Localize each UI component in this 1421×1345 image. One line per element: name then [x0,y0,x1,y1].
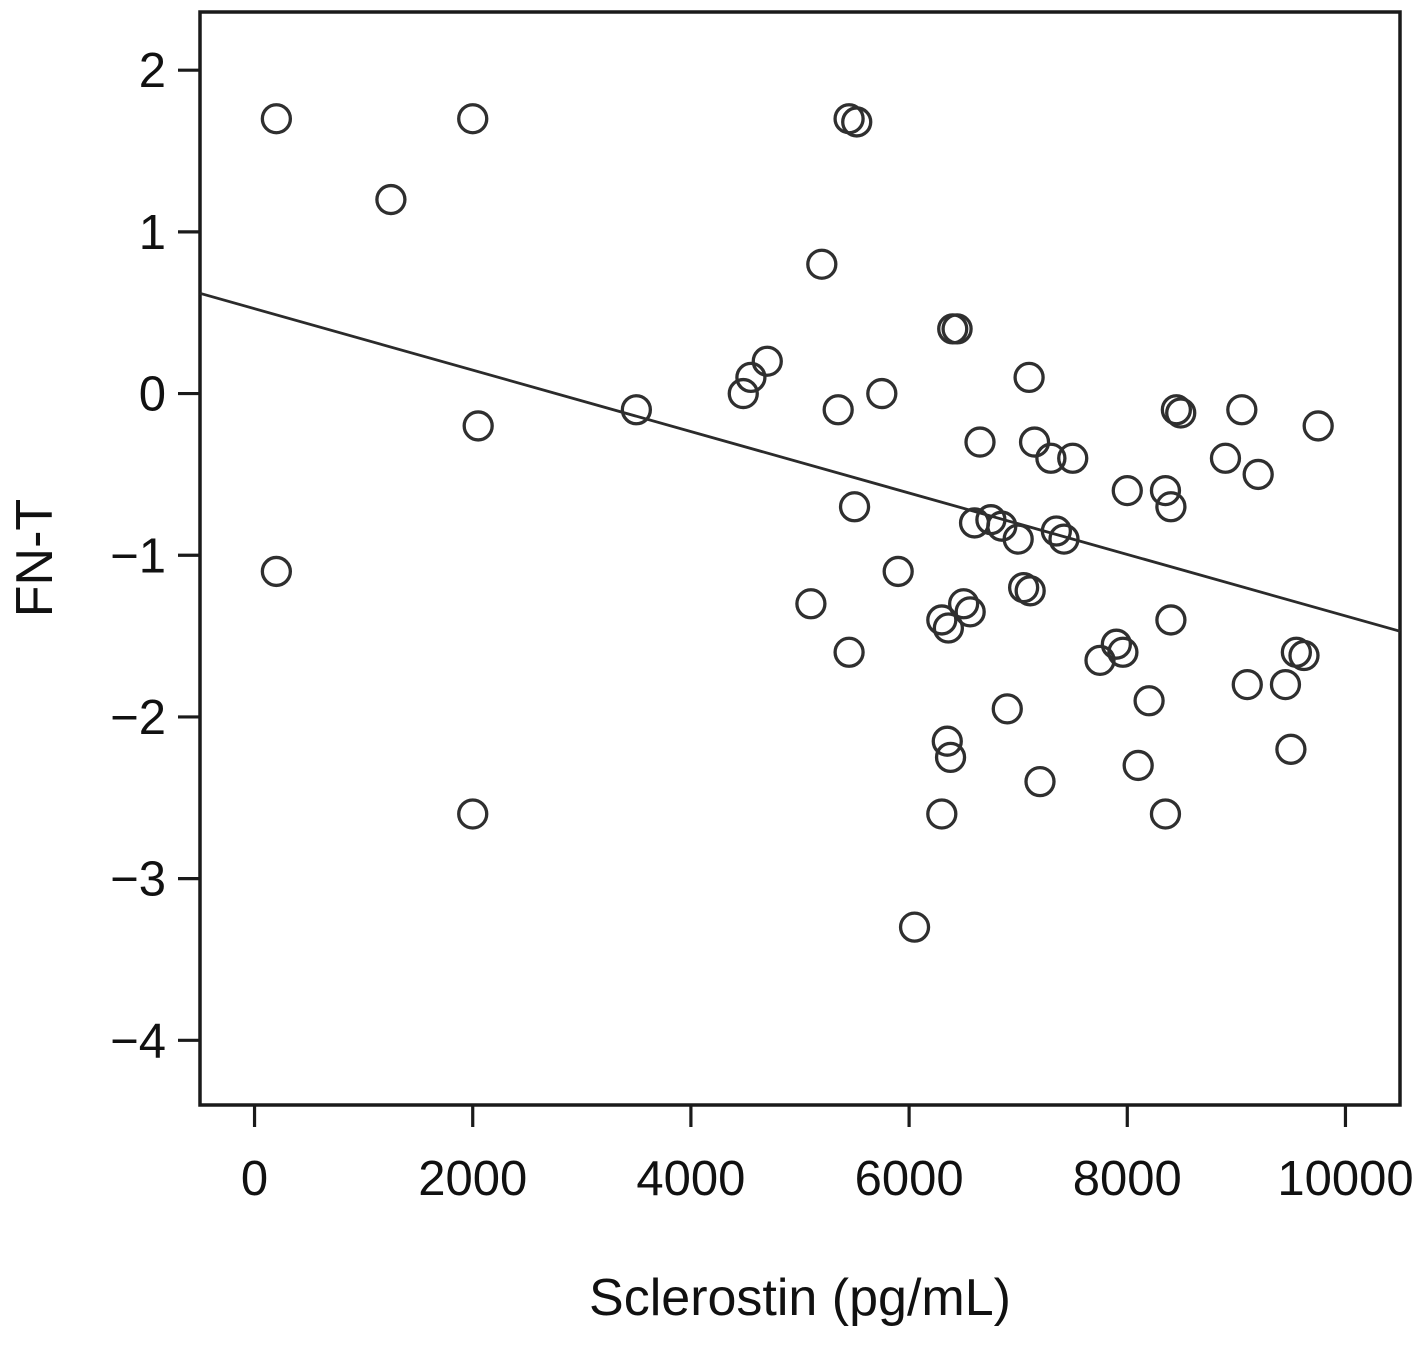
y-tick-label: −2 [110,691,166,745]
data-point [620,394,653,426]
y-tick-label: 1 [139,206,166,260]
data-point [841,106,873,138]
data-point [934,741,967,774]
x-tick-label: 10000 [1277,1152,1413,1206]
y-tick-label: −3 [110,853,166,907]
data-point [1111,474,1143,507]
data-point [1160,394,1193,426]
data-point [1149,798,1182,830]
data-point [926,798,958,830]
data-point [1242,458,1274,491]
data-point [751,345,783,377]
data-point [1209,442,1242,474]
data-point [1002,523,1034,555]
data-point [964,426,996,458]
data-point [1014,575,1046,607]
x-axis-title: Sclerostin (pg/mL) [589,1269,1011,1327]
data-point [1269,668,1302,701]
data-point [1149,474,1182,507]
data-point [1024,765,1056,798]
y-tick-label: 2 [139,44,166,98]
data-point [954,596,986,628]
x-tick-label: 0 [241,1152,268,1206]
data-point [727,377,759,410]
x-tick-label: 4000 [636,1152,745,1206]
data-point [1048,523,1080,555]
data-point [462,410,494,442]
data-point [1084,644,1116,677]
data-point [926,604,958,636]
data-point [1035,442,1067,474]
data-point [1155,491,1187,523]
data-point [1013,361,1045,394]
data-point [932,612,965,644]
data-point [882,555,914,588]
data-point [735,361,767,394]
x-tick-label: 2000 [418,1152,527,1206]
data-point [838,491,871,523]
data-point [1231,668,1263,701]
x-tick-label: 6000 [855,1152,964,1206]
data-point [1018,426,1051,458]
x-axis-ticks [252,1105,1348,1127]
data-point [866,377,898,410]
data-point [457,103,489,135]
data-point [1122,749,1154,782]
data-point [260,555,293,588]
x-axis-tick-labels: 0 2000 4000 6000 8000 10000 [241,1152,1414,1206]
data-point [457,798,489,830]
data-point [1133,685,1165,717]
data-point [833,636,865,668]
y-tick-label: −4 [110,1014,166,1068]
data-point [1165,397,1197,429]
data-point [991,693,1023,725]
data-point [1057,442,1089,474]
data-point [806,248,838,280]
y-tick-label: −1 [110,529,166,583]
data-point [1226,394,1258,426]
data-point [941,313,973,345]
regression-line [199,291,1401,633]
y-axis-tick-labels: 2 1 0 −1 −2 −3 −4 [110,44,166,1068]
data-point [822,394,854,426]
data-point [898,911,931,943]
y-axis-ticks [178,68,200,1042]
data-point [1275,733,1307,765]
data-point [1288,639,1320,672]
data-point [795,588,827,620]
data-point [1155,604,1187,636]
y-axis-title: FN-T [6,499,64,617]
data-point [931,725,963,757]
data-point [375,183,407,216]
data-point [1100,628,1133,660]
x-tick-label: 8000 [1073,1152,1182,1206]
scatter-points [260,103,1334,943]
data-point [1107,636,1139,668]
data-point [947,588,980,620]
data-point [1040,515,1073,547]
data-point [1302,410,1334,442]
plot-area-border [198,10,1402,1107]
data-point [260,103,293,135]
y-tick-label: 0 [139,368,166,422]
